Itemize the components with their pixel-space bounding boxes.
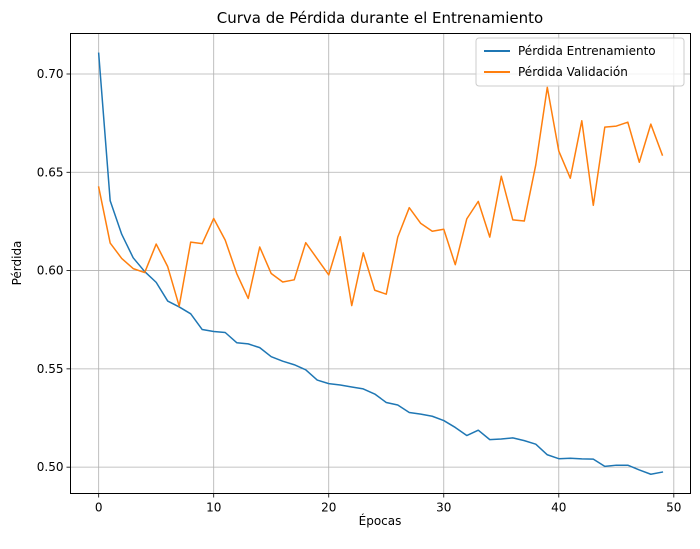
x-axis-label: Épocas [359,513,402,528]
legend-box [475,37,685,87]
legend-label-train: Pérdida Entrenamiento [518,44,656,58]
y-tick-label: 0.55 [37,362,64,376]
y-axis-label: Pérdida [10,241,24,286]
series-line-0 [97,52,664,475]
x-axis-ticks: 0 10 20 30 40 50 [95,493,681,515]
y-tick-label: 0.50 [37,460,64,474]
y-tick-label: 0.65 [37,165,64,179]
plot-frame [70,33,691,494]
legend-label-validation: Pérdida Validación [518,65,628,79]
y-tick-label: 0.60 [37,264,64,278]
x-tick-label: 10 [206,501,221,515]
chart-title: Curva de Pérdida durante el Entrenamient… [217,9,543,27]
x-tick-label: 30 [436,501,451,515]
series-line-1 [97,86,664,307]
x-tick-label: 40 [551,501,566,515]
x-tick-label: 50 [666,501,681,515]
y-tick-label: 0.70 [37,67,64,81]
x-tick-label: 20 [321,501,336,515]
legend: Pérdida Entrenamiento Pérdida Validación [475,37,685,87]
series-layer [97,52,664,475]
y-axis-ticks: 0.50 0.55 0.60 0.65 0.70 [37,67,71,474]
x-tick-label: 0 [95,501,103,515]
grid-lines [70,33,691,494]
